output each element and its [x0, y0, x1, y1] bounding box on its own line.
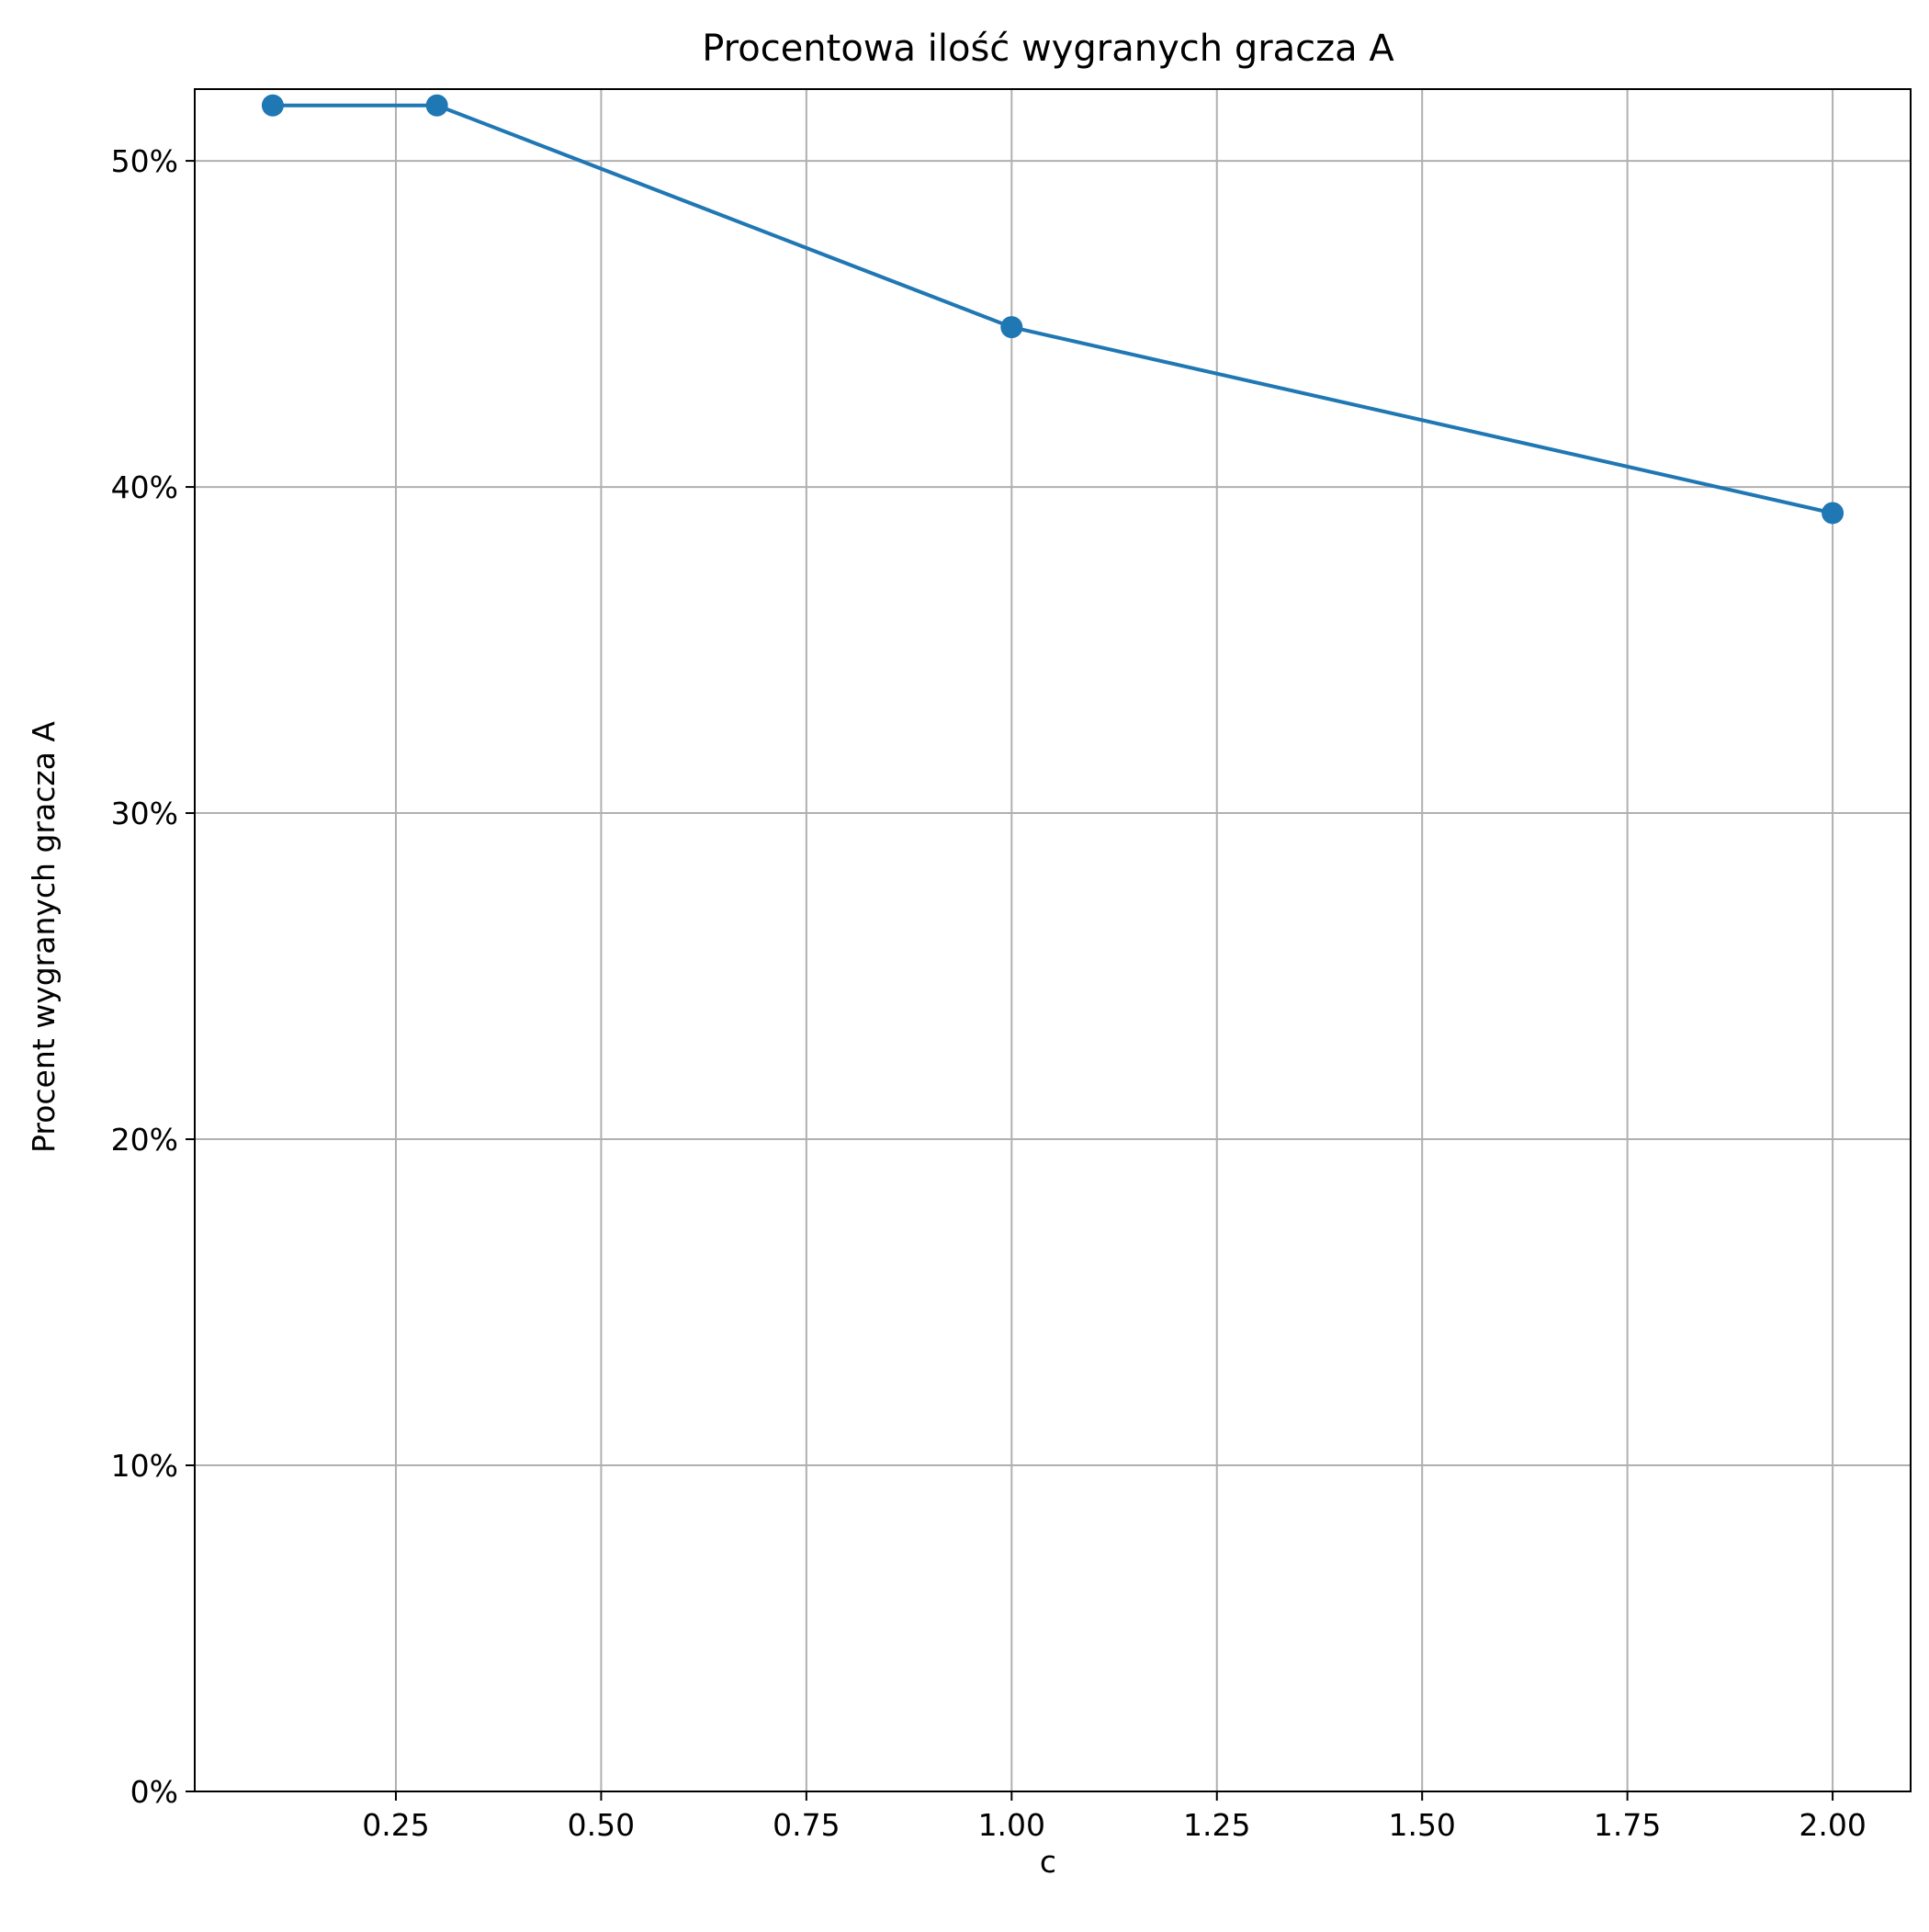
y-tick-label: 30% [111, 796, 178, 831]
chart-title: Procentowa ilość wygranych gracza A [702, 28, 1394, 70]
x-tick-label: 0.75 [773, 1807, 840, 1843]
x-tick-label: 1.00 [978, 1807, 1045, 1843]
data-point [1822, 502, 1844, 525]
data-point [425, 94, 448, 117]
plot-frame [194, 88, 1912, 1792]
x-tick-label: 0.50 [568, 1807, 635, 1843]
x-tick-label: 1.25 [1183, 1807, 1250, 1843]
x-tick-label: 0.25 [362, 1807, 429, 1843]
ticks: 0.25 0.50 0.75 1.00 1.25 1.50 1.75 2.00 0% 10% 20%… [111, 143, 1867, 1843]
x-tick-label: 1.50 [1388, 1807, 1455, 1843]
y-tick-label: 50% [111, 143, 178, 179]
y-tick-label: 10% [111, 1448, 178, 1484]
y-axis-title: Procent wygranych gracza A [26, 721, 62, 1153]
series-layer [261, 94, 1844, 525]
x-tick-label: 1.75 [1594, 1807, 1661, 1843]
data-point [261, 94, 284, 117]
y-tick-label: 0% [130, 1774, 178, 1810]
data-point [1000, 316, 1023, 339]
x-tick-label: 2.00 [1799, 1807, 1866, 1843]
y-tick-label: 20% [111, 1122, 178, 1158]
series-line [272, 103, 1833, 515]
x-axis-title: c [1040, 1844, 1056, 1880]
y-tick-label: 40% [111, 469, 178, 505]
grid [195, 89, 1911, 1792]
